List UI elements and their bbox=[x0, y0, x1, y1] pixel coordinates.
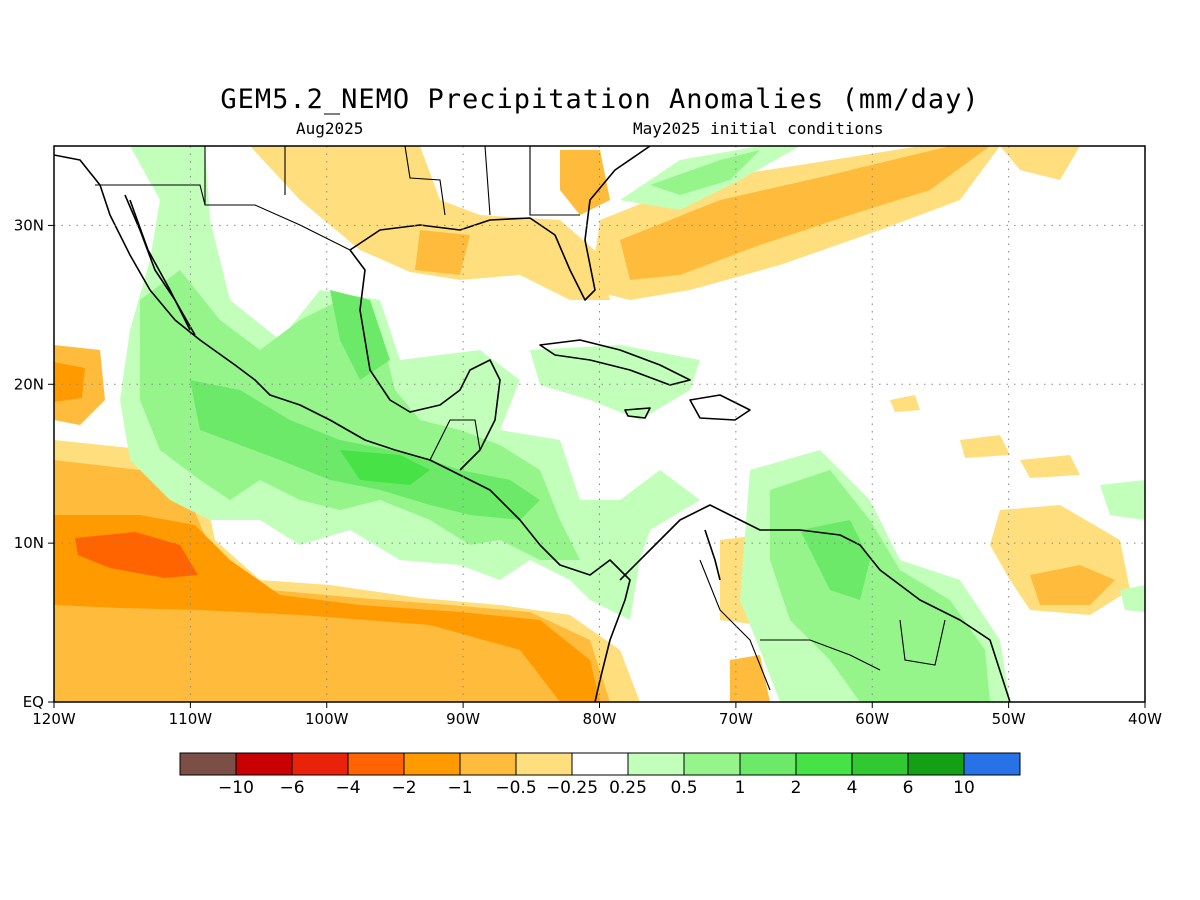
colorbar-label: −2 bbox=[391, 778, 416, 798]
colorbar-label: 0.5 bbox=[670, 778, 697, 798]
colorbar-swatch bbox=[683, 752, 741, 776]
anomaly-region bbox=[250, 146, 610, 300]
anomaly-region bbox=[650, 150, 760, 195]
anomaly-field bbox=[54, 146, 1145, 702]
initial-conditions: May2025 initial conditions bbox=[633, 119, 884, 138]
colorbar-swatch bbox=[459, 752, 517, 776]
anomaly-region bbox=[800, 520, 870, 600]
anomaly-region bbox=[890, 395, 920, 412]
colorbar-label: −4 bbox=[335, 778, 360, 798]
colorbar: −10 −6 −4 −2 −1 −0.5 −0.25 0.25 0.5 1 2 4 6 10 bbox=[179, 752, 1021, 798]
colorbar-swatch bbox=[179, 752, 237, 776]
forecast-month: Aug2025 bbox=[296, 119, 364, 138]
border-line bbox=[529, 146, 580, 216]
lon-label: 120W bbox=[32, 710, 76, 728]
lat-label: 20N bbox=[14, 375, 44, 393]
anomaly-region bbox=[330, 290, 390, 380]
anomaly-region bbox=[1000, 146, 1080, 180]
anomaly-region bbox=[54, 362, 85, 402]
anomaly-region bbox=[1020, 455, 1080, 478]
border-line bbox=[484, 145, 491, 216]
colorbar-swatch bbox=[963, 752, 1021, 776]
lon-label: 60W bbox=[855, 710, 889, 728]
map-title: GEM5.2_NEMO Precipitation Anomalies (mm/… bbox=[220, 84, 980, 115]
anomaly-region bbox=[1120, 585, 1145, 612]
border-line bbox=[899, 619, 946, 666]
colorbar-swatch bbox=[627, 752, 685, 776]
lon-label: 70W bbox=[719, 710, 753, 728]
anomaly-region bbox=[530, 345, 700, 420]
colorbar-swatch bbox=[347, 752, 405, 776]
borders bbox=[95, 145, 946, 691]
axis-labels: 120W 110W 100W 90W 80W 70W 60W 50W 40W EQ 10N 20N 30… bbox=[14, 216, 1162, 728]
colorbar-swatch bbox=[515, 752, 573, 776]
lon-label: 110W bbox=[169, 710, 213, 728]
anomaly-region bbox=[560, 150, 610, 215]
colorbar-swatch bbox=[795, 752, 853, 776]
colorbar-swatch bbox=[571, 752, 629, 776]
coastlines bbox=[53, 145, 1011, 703]
anomaly-region bbox=[340, 450, 430, 485]
lon-label: 100W bbox=[305, 710, 349, 728]
colorbar-label: −10 bbox=[218, 778, 254, 798]
lat-label: 10N bbox=[14, 534, 44, 552]
coastline bbox=[624, 407, 651, 419]
colorbar-swatch bbox=[907, 752, 965, 776]
graticule bbox=[54, 146, 1145, 702]
lon-label: 90W bbox=[446, 710, 480, 728]
anomaly-region bbox=[1030, 565, 1115, 605]
coastline bbox=[349, 249, 501, 471]
coastline bbox=[704, 529, 721, 581]
coastline bbox=[619, 504, 1011, 703]
colorbar-swatch bbox=[851, 752, 909, 776]
coastline bbox=[689, 394, 751, 421]
colorbar-label: 0.25 bbox=[609, 778, 647, 798]
anomaly-region bbox=[190, 380, 540, 520]
lat-label: 30N bbox=[14, 216, 44, 234]
colorbar-label: 2 bbox=[791, 778, 802, 798]
anomaly-region bbox=[1100, 480, 1145, 520]
coastline bbox=[349, 145, 651, 301]
colorbar-label: −0.25 bbox=[546, 778, 598, 798]
colorbar-label: 10 bbox=[953, 778, 975, 798]
anomaly-region bbox=[620, 146, 990, 280]
colorbar-swatch bbox=[739, 752, 797, 776]
border-line bbox=[404, 145, 446, 216]
anomaly-region bbox=[54, 460, 610, 702]
colorbar-label: 1 bbox=[735, 778, 746, 798]
coastline bbox=[53, 154, 631, 703]
anomaly-region bbox=[960, 435, 1010, 458]
colorbar-label: 6 bbox=[903, 778, 914, 798]
colorbar-swatch bbox=[403, 752, 461, 776]
colorbar-swatch bbox=[235, 752, 293, 776]
colorbar-label: 4 bbox=[847, 778, 858, 798]
colorbar-label: −1 bbox=[447, 778, 472, 798]
lat-label: EQ bbox=[23, 693, 44, 711]
coastline bbox=[539, 339, 691, 386]
border-line bbox=[699, 559, 771, 691]
colorbar-label: −0.5 bbox=[495, 778, 536, 798]
anomaly-region bbox=[120, 146, 700, 620]
lon-label: 40W bbox=[1128, 710, 1162, 728]
coastline bbox=[129, 199, 191, 331]
anomaly-region bbox=[730, 655, 770, 702]
border-line bbox=[95, 184, 351, 251]
border-line bbox=[760, 639, 881, 671]
anomaly-region bbox=[54, 515, 600, 702]
colorbar-label: −6 bbox=[279, 778, 304, 798]
border-line bbox=[429, 419, 481, 461]
lon-label: 80W bbox=[583, 710, 617, 728]
lon-label: 50W bbox=[992, 710, 1026, 728]
anomaly-region bbox=[415, 230, 470, 275]
colorbar-swatch bbox=[291, 752, 349, 776]
